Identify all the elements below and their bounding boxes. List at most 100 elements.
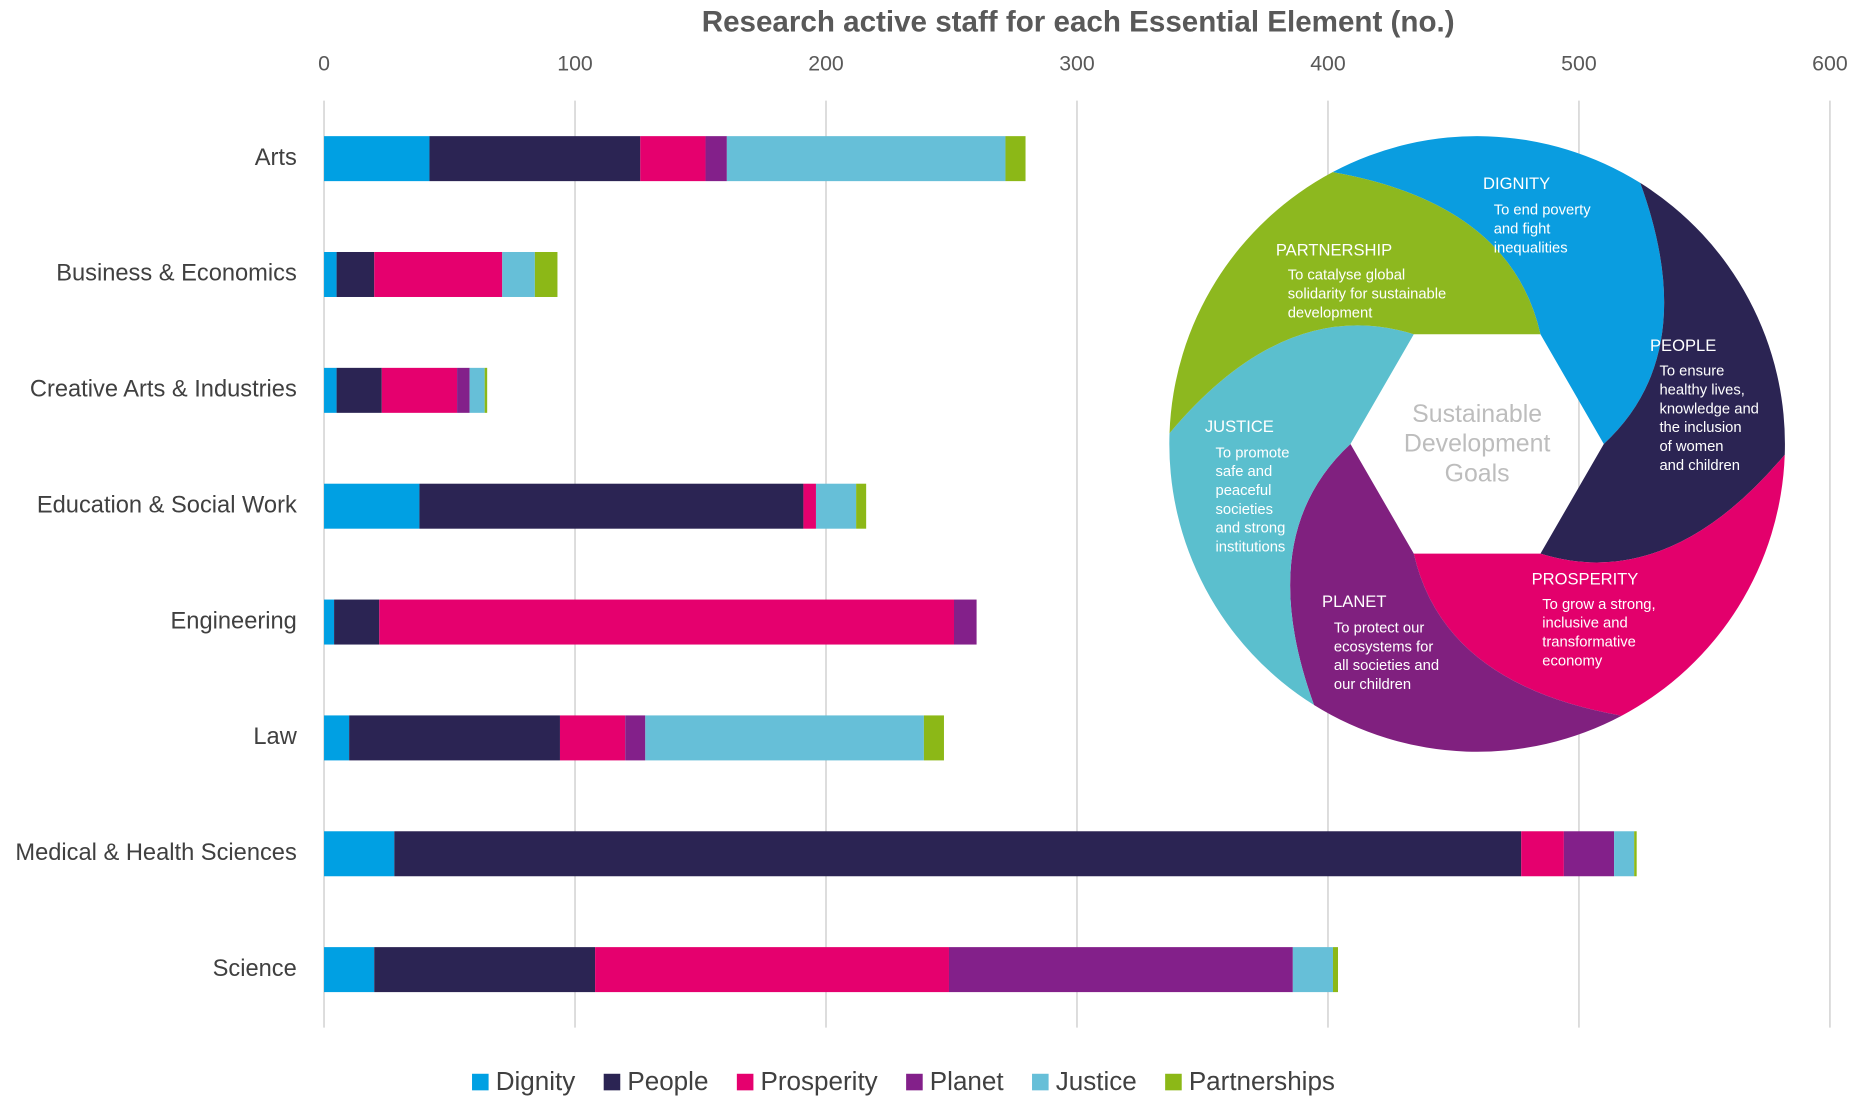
wheel-title: PEOPLE [1650,336,1716,355]
wheel-text: peaceful [1215,483,1271,499]
wheel-text: transformative [1542,635,1636,651]
y-tick-label: Arts [255,145,297,171]
bar-segment [948,947,1293,993]
bar-segment [815,483,857,529]
legend-label: Partnerships [1189,1066,1335,1096]
bar-segment [923,715,944,761]
wheel-text: all societies and [1334,658,1439,674]
x-tick-label: 500 [1561,52,1597,76]
legend-label: Prosperity [761,1066,878,1096]
bar-segment [324,251,337,297]
wheel-text: safe and [1215,464,1272,480]
x-tick-label: 600 [1812,52,1848,76]
bar-segment [457,367,470,413]
bar-segment [1521,831,1564,877]
legend-swatch [603,1073,621,1091]
bar-segment [856,483,867,529]
wheel-segment [1540,182,1785,563]
bar-segment [324,715,350,761]
bar-segment [419,483,804,529]
wheel-center-text: Goals [1445,459,1510,487]
legend-label: Dignity [496,1066,576,1096]
bar-segment [379,599,955,645]
wheel-title: PARTNERSHIP [1276,240,1392,259]
x-tick-label: 400 [1310,52,1346,76]
wheel-text: our children [1334,677,1411,693]
wheel-text: To grow a strong, [1542,597,1655,613]
wheel-title: PLANET [1322,592,1386,611]
x-tick-label: 300 [1059,52,1095,76]
wheel-text: knowledge and [1659,401,1758,417]
wheel-text: of women [1659,439,1723,455]
bar-segment [374,947,596,993]
bar-segment [1634,831,1637,877]
bar-segment [1292,947,1333,993]
wheel-center-text: Development [1404,430,1551,458]
wheel-text: healthy lives, [1659,382,1744,398]
bar-segment [803,483,816,529]
wheel-title: JUSTICE [1205,417,1274,436]
bar-segment [381,367,458,413]
bar-segment [469,367,485,413]
wheel-text: To catalyse global [1288,268,1406,284]
wheel-center-text: Sustainable [1412,400,1542,428]
bar-segment [534,251,558,297]
bar-segment [645,715,924,761]
wheel-text: the inclusion [1659,420,1741,436]
y-tick-label: Medical & Health Sciences [15,840,296,866]
bar-segment [954,599,977,645]
bar-segment [324,599,335,645]
bar-segment [502,251,535,297]
bar-segment [1563,831,1615,877]
bar-segment [336,251,375,297]
wheel-text: development [1288,305,1373,321]
y-tick-label: Engineering [171,608,297,634]
legend-label: Justice [1056,1066,1137,1096]
bar-segment [324,483,420,529]
legend-swatch [1165,1073,1182,1091]
bar-segment [336,367,382,413]
bar-segment [559,715,626,761]
wheel-title: DIGNITY [1483,174,1550,193]
wheel-text: institutions [1215,539,1285,555]
legend-label: Planet [930,1066,1005,1096]
bar-segment [374,251,503,297]
wheel-text: economy [1542,653,1603,669]
bar-segment [324,947,375,993]
wheel-segment [1169,172,1541,434]
bar-segment [1005,136,1026,182]
bar-segment [324,831,395,877]
wheel-text: To ensure [1659,364,1724,380]
bar-segment [625,715,646,761]
legend-label: People [627,1066,708,1096]
wheel-title: PROSPERITY [1532,569,1639,588]
wheel-text: and children [1659,458,1740,474]
bar-segment [705,136,727,182]
legend-swatch [736,1073,754,1091]
x-tick-label: 200 [808,52,844,76]
wheel-segment [1169,325,1414,705]
bar-segment [1614,831,1635,877]
bar-segment [484,367,488,413]
wheel-text: solidarity for sustainable [1288,287,1447,303]
sdg-wheel: DIGNITY To end poverty and fight inequaliti… [1169,136,1785,752]
bar-segment [595,947,949,993]
wheel-text: To protect our [1334,621,1424,637]
bar-segment [726,136,1006,182]
wheel-segment [1413,454,1785,716]
wheel-text: societies [1215,502,1273,518]
bar-segment [429,136,641,182]
legend-swatch [472,1073,489,1091]
y-tick-label: Law [253,724,297,750]
x-tick-label: 0 [318,52,330,76]
wheel-text: To end poverty [1494,203,1592,219]
legend-swatch [906,1073,923,1091]
chart-title: Research active staff for each Essential… [702,5,1455,38]
x-tick-label: 100 [557,52,593,76]
legend-swatch [1032,1073,1049,1091]
wheel-text: and fight [1494,221,1551,237]
wheel-segment [1290,443,1622,752]
y-tick-label: Creative Arts & Industries [30,377,297,403]
